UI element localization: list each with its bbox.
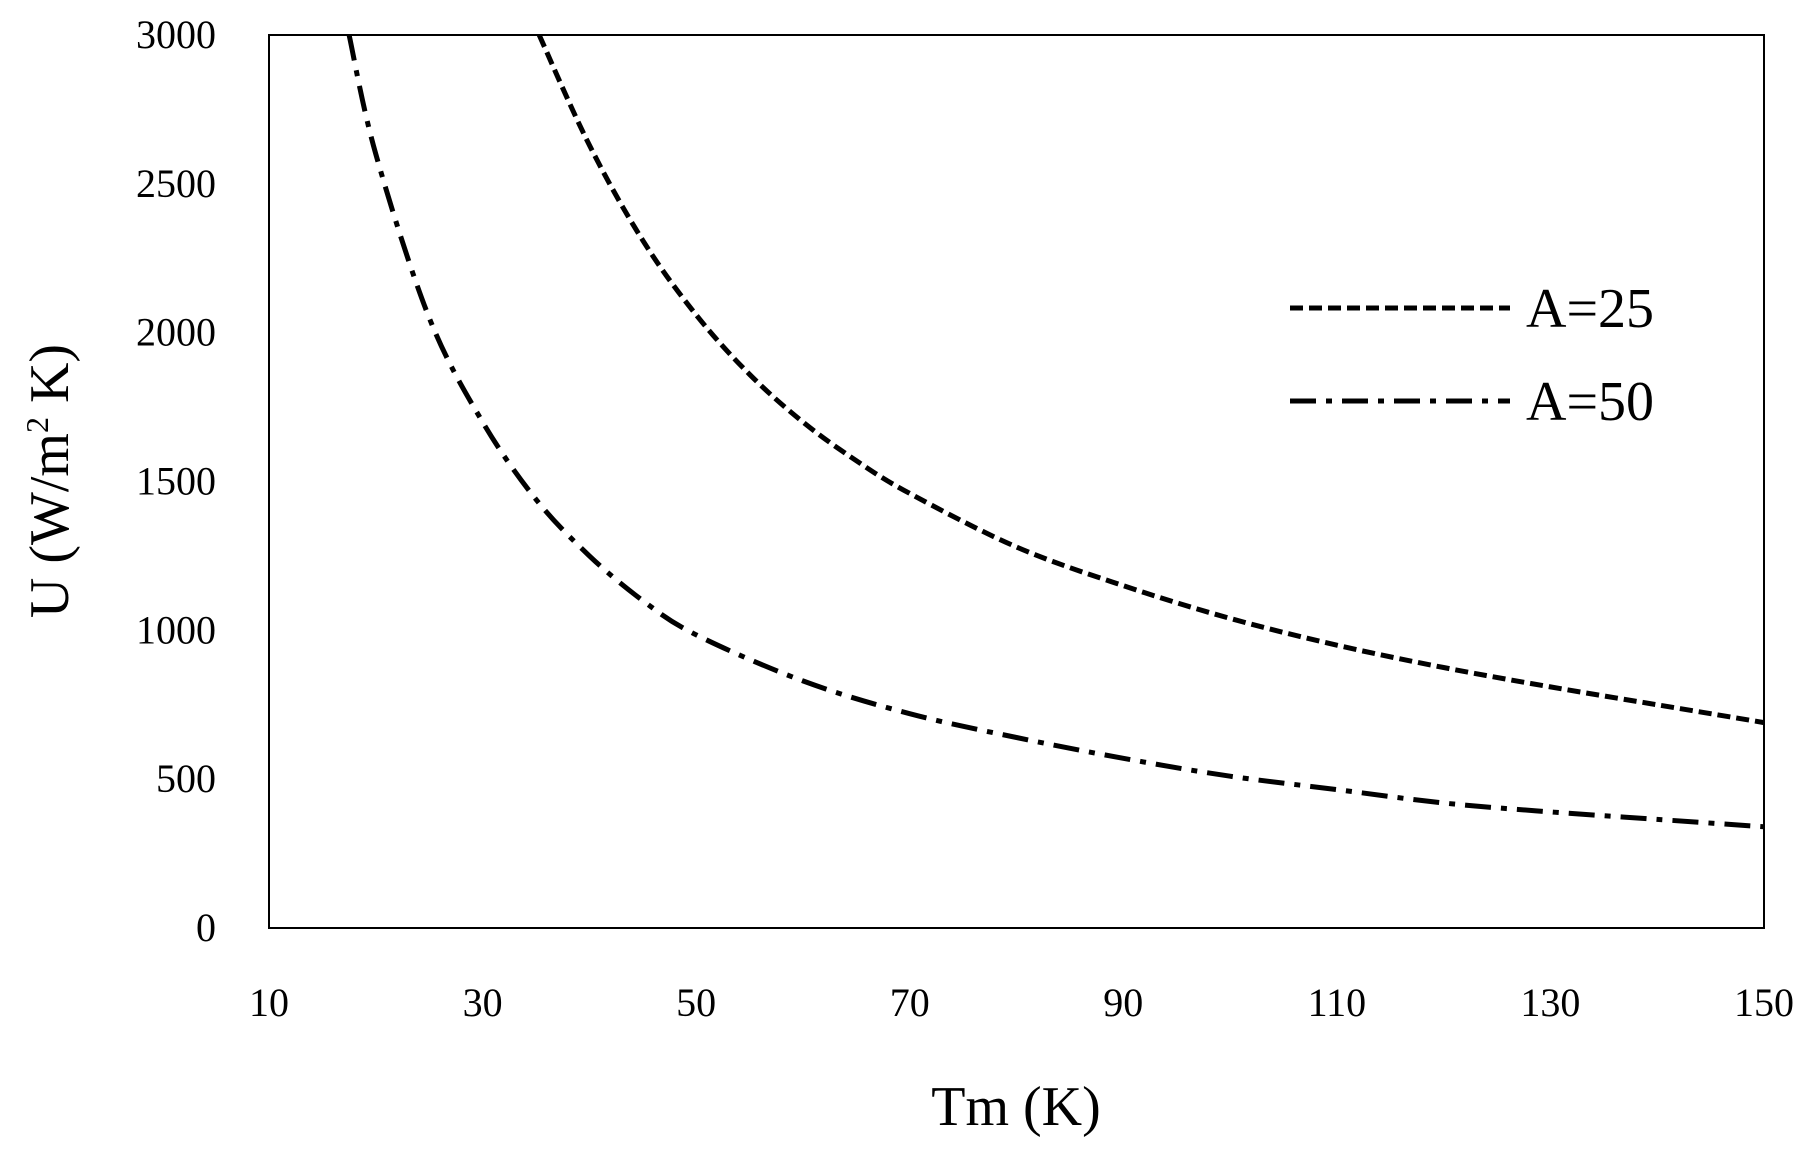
plot-area bbox=[268, 34, 1765, 929]
x-tick-label: 50 bbox=[676, 980, 716, 1025]
y-axis-title: U (W/m2 K) bbox=[19, 344, 81, 618]
y-tick-label: 1500 bbox=[136, 459, 216, 504]
series-line-a25 bbox=[536, 33, 1765, 726]
legend-label-a25: A=25 bbox=[1526, 278, 1654, 340]
series-line-a50 bbox=[346, 34, 1765, 830]
y-tick-label: 2000 bbox=[136, 310, 216, 355]
legend-label-a50: A=50 bbox=[1526, 371, 1654, 433]
y-tick-label: 2500 bbox=[136, 161, 216, 206]
y-tick-label: 3000 bbox=[136, 12, 216, 57]
x-axis-title: Tm (K) bbox=[931, 1076, 1101, 1138]
series-layer bbox=[346, 33, 1765, 830]
x-tick-label: 130 bbox=[1520, 980, 1580, 1025]
x-tick-label: 30 bbox=[463, 980, 503, 1025]
x-tick-label: 70 bbox=[890, 980, 930, 1025]
x-tick-label: 110 bbox=[1308, 980, 1367, 1025]
x-tick-label: 10 bbox=[249, 980, 289, 1025]
x-tick-labels: 10 30 50 70 90 110 130 150 bbox=[249, 980, 1794, 1025]
x-tick-label: 150 bbox=[1734, 980, 1794, 1025]
x-tick-label: 90 bbox=[1103, 980, 1143, 1025]
y-tick-labels: 0 500 1000 1500 2000 2500 3000 bbox=[136, 12, 216, 950]
y-tick-label: 500 bbox=[156, 756, 216, 801]
y-tick-label: 0 bbox=[196, 905, 216, 950]
legend: A=25 A=50 bbox=[1290, 278, 1654, 433]
y-tick-label: 1000 bbox=[136, 607, 216, 652]
